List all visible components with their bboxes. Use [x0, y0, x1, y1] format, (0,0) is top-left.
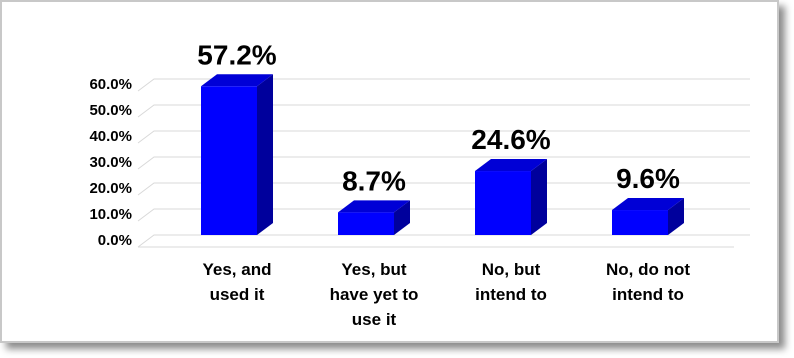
bar-top [475, 159, 547, 172]
gridline [137, 130, 750, 144]
data-label: 57.2% [197, 39, 276, 70]
y-tick-label: 30.0% [89, 154, 132, 171]
x-tick-label: intend to [475, 285, 547, 304]
gridline [137, 78, 750, 92]
x-tick-label: use it [352, 310, 397, 329]
bar-top [338, 200, 410, 213]
x-tick-label: used it [210, 285, 265, 304]
bar-top [201, 74, 273, 87]
chart-frame [0, 0, 779, 343]
x-tick-label: intend to [612, 285, 684, 304]
y-tick-label: 10.0% [89, 206, 132, 223]
bar-side [257, 74, 273, 235]
bar [201, 86, 257, 235]
gridline [137, 182, 750, 196]
bar-side [394, 200, 410, 235]
bar-side [668, 198, 684, 235]
x-tick-label: Yes, but [341, 260, 407, 279]
y-tick-label: 40.0% [89, 128, 132, 145]
y-tick-label: 60.0% [89, 76, 132, 93]
y-tick-label: 20.0% [89, 180, 132, 197]
gridline [137, 208, 750, 222]
gridline [137, 156, 750, 170]
bar [338, 212, 394, 235]
bar-top [612, 198, 684, 211]
x-tick-label: No, do not [606, 260, 690, 279]
y-tick-label: 50.0% [89, 102, 132, 119]
bar [612, 210, 668, 235]
data-label: 24.6% [471, 124, 550, 155]
bar-side [531, 159, 547, 235]
bar [475, 171, 531, 235]
data-label: 9.6% [616, 163, 680, 194]
x-tick-label: No, but [482, 260, 541, 279]
y-tick-label: 0.0% [98, 232, 132, 249]
data-label: 8.7% [342, 165, 406, 196]
x-tick-label: have yet to [330, 285, 419, 304]
gridline [137, 234, 750, 248]
x-tick-label: Yes, and [203, 260, 272, 279]
gridline [137, 104, 750, 118]
